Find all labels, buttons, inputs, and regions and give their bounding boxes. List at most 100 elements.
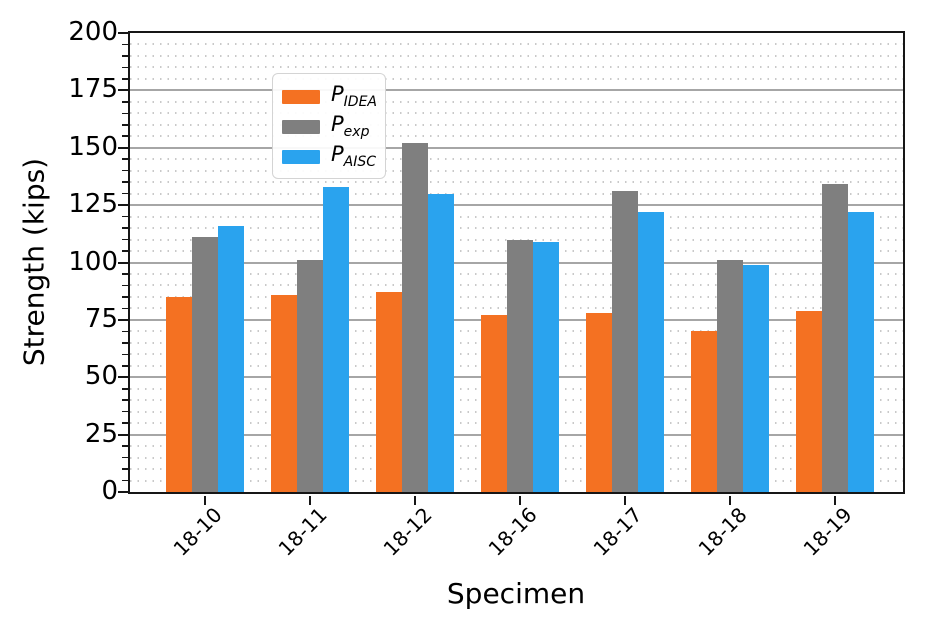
x-tick-label: 18-12	[378, 502, 437, 561]
bar-P_exp-18-18	[717, 260, 743, 492]
y-gridline-minor	[130, 238, 903, 241]
bar-P_IDEA-18-10	[166, 296, 192, 492]
y-major-tick-mark	[118, 32, 128, 34]
y-minor-tick-mark	[122, 250, 128, 252]
plot-area: PIDEA Pexp PAISC	[118, 31, 905, 505]
y-major-tick-mark	[118, 89, 128, 92]
y-minor-tick-mark	[122, 479, 128, 482]
x-tick-mark	[309, 496, 311, 505]
y-gridline-minor	[130, 100, 903, 103]
y-minor-tick-mark	[122, 284, 128, 287]
y-minor-tick-mark	[122, 66, 128, 69]
bar-P_AISC-18-12	[428, 193, 454, 492]
y-major-tick-mark	[118, 433, 128, 436]
x-tick-label: 18-17	[588, 502, 647, 561]
y-minor-tick-mark	[122, 78, 128, 80]
bar-P_AISC-18-16	[533, 241, 559, 492]
y-major-tick-mark	[118, 261, 128, 264]
x-tick-mark	[834, 496, 836, 505]
y-minor-tick-mark	[122, 410, 128, 413]
y-minor-tick-mark	[122, 238, 128, 241]
y-minor-tick-mark	[122, 399, 128, 401]
y-minor-tick-mark	[122, 227, 128, 229]
y-tick-label: 50	[84, 361, 118, 392]
bar-P_IDEA-18-19	[796, 310, 822, 492]
legend-swatch-P_exp	[282, 120, 320, 134]
y-gridline-minor	[130, 181, 903, 184]
bar-P_exp-18-12	[402, 143, 428, 492]
bar-P_exp-18-16	[507, 239, 533, 492]
y-gridline-minor	[130, 169, 903, 172]
y-gridline-minor	[130, 54, 903, 57]
y-gridline-minor	[130, 192, 903, 195]
y-tick-label: 125	[68, 189, 118, 220]
bar-P_exp-18-11	[297, 260, 323, 492]
y-minor-tick-mark	[122, 456, 128, 459]
y-gridline-major	[130, 204, 903, 207]
bar-P_IDEA-18-18	[691, 331, 717, 492]
bar-P_exp-18-17	[612, 191, 638, 492]
y-minor-tick-mark	[122, 169, 128, 172]
y-tick-label: 175	[68, 74, 118, 105]
bar-P_IDEA-18-12	[376, 292, 402, 492]
y-gridline-minor	[130, 123, 903, 126]
y-gridline-minor	[130, 227, 903, 230]
y-minor-tick-mark	[122, 158, 128, 161]
bar-P_AISC-18-19	[848, 212, 874, 492]
y-gridline-minor	[130, 158, 903, 161]
y-tick-label: 0	[101, 475, 118, 506]
bar-P_IDEA-18-17	[586, 313, 612, 492]
y-gridline-major	[130, 89, 903, 92]
y-gridline-minor	[130, 112, 903, 115]
y-minor-tick-mark	[122, 124, 128, 126]
legend-item-P_exp: Pexp	[282, 112, 375, 142]
legend-item-P_IDEA: PIDEA	[282, 82, 377, 112]
y-minor-tick-mark	[122, 307, 128, 310]
y-gridline-minor	[130, 66, 903, 69]
y-axis-label: Strength (kips)	[17, 157, 51, 367]
y-tick-label: 75	[84, 303, 118, 334]
y-minor-tick-mark	[122, 422, 128, 424]
legend-label-P_exp: Pexp	[331, 112, 370, 141]
y-minor-tick-mark	[122, 387, 128, 390]
y-gridline-minor	[130, 215, 903, 218]
bar-P_exp-18-19	[822, 184, 848, 492]
legend-swatch-P_IDEA	[282, 90, 320, 104]
x-tick-mark	[624, 496, 626, 505]
x-tick-mark	[414, 496, 416, 505]
y-minor-tick-mark	[122, 135, 128, 138]
y-minor-tick-mark	[122, 101, 128, 103]
legend-item-P_AISC: PAISC	[282, 142, 377, 172]
x-tick-mark	[729, 496, 731, 505]
bar-P_IDEA-18-16	[481, 315, 507, 492]
y-major-tick-mark	[118, 491, 128, 493]
y-minor-tick-mark	[122, 353, 128, 356]
bar-P_AISC-18-17	[638, 212, 664, 492]
y-minor-tick-mark	[122, 55, 128, 57]
y-major-tick-mark	[118, 376, 128, 379]
y-major-tick-mark	[118, 204, 128, 207]
x-axis-label: Specimen	[446, 577, 586, 610]
y-tick-label: 100	[68, 246, 118, 277]
y-major-tick-mark	[118, 146, 128, 149]
x-tick-mark	[204, 496, 206, 505]
x-tick-mark	[519, 496, 521, 505]
y-minor-tick-mark	[122, 296, 128, 298]
y-major-tick-mark	[118, 318, 128, 321]
legend-label-P_AISC: PAISC	[331, 142, 377, 171]
y-minor-tick-mark	[122, 273, 128, 275]
y-minor-tick-mark	[122, 43, 128, 46]
y-minor-tick-mark	[122, 330, 128, 333]
y-gridline-minor	[130, 43, 903, 46]
bar-P_AISC-18-11	[323, 186, 349, 492]
y-minor-tick-mark	[122, 342, 128, 344]
y-gridline-major	[130, 146, 903, 149]
y-gridline-minor	[130, 135, 903, 138]
y-minor-tick-mark	[122, 181, 128, 183]
y-minor-tick-mark	[122, 112, 128, 115]
y-minor-tick-mark	[122, 215, 128, 218]
bar-P_exp-18-10	[192, 237, 218, 492]
y-minor-tick-mark	[122, 364, 128, 367]
y-minor-tick-mark	[122, 445, 128, 447]
